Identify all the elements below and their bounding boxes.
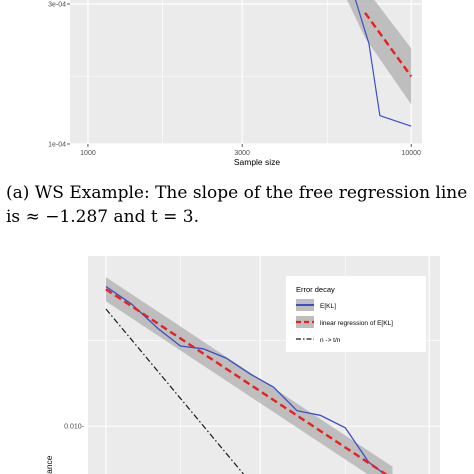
x-tick-label: 10000 [401,150,421,157]
legend-title: Error decay [296,285,335,294]
legend-label-ekl: E[KL] [320,303,336,310]
y-tick-label-top: 3e-04 [48,2,66,9]
series-bottom [105,286,388,474]
y-tick-labels-bottom: 0.010- [64,424,85,431]
figure-caption: (a) WS Example: The slope of the free re… [6,183,468,227]
y-tick-labels-top: 1e-04 3e-04 [48,2,70,149]
x-tick-label: 3000 [234,150,250,157]
series-line-regression-bottom [105,288,388,474]
series-top [354,0,413,127]
band-bottom [105,277,393,474]
chart-top: 1e-04 3e-04 1000 3000 10000 Sample size [48,0,422,167]
y-tick-label-bottom: 0.010- [64,424,85,431]
x-tick-label: 1000 [80,150,96,157]
series-line-reference [105,308,245,474]
y-tick-label-top: 1e-04 [48,142,66,149]
series-line-ekl-bottom [105,286,386,474]
legend-label-reference: n -> t/n [320,337,341,344]
legend: Error decay E[KL] linear regression of E… [286,276,426,352]
y-axis-title: stance [44,455,54,474]
chart-bottom: 0.010- stance Error decay E[KL] linear r… [44,256,440,474]
legend-label-regression: linear regression of E[KL] [320,320,393,327]
x-tick-labels-top: 1000 3000 10000 [80,144,421,157]
series-line-regression-top [364,12,413,78]
confidence-band-bottom [105,277,393,474]
series-line-ekl-top [354,0,412,127]
x-axis-title: Sample size [234,157,281,167]
